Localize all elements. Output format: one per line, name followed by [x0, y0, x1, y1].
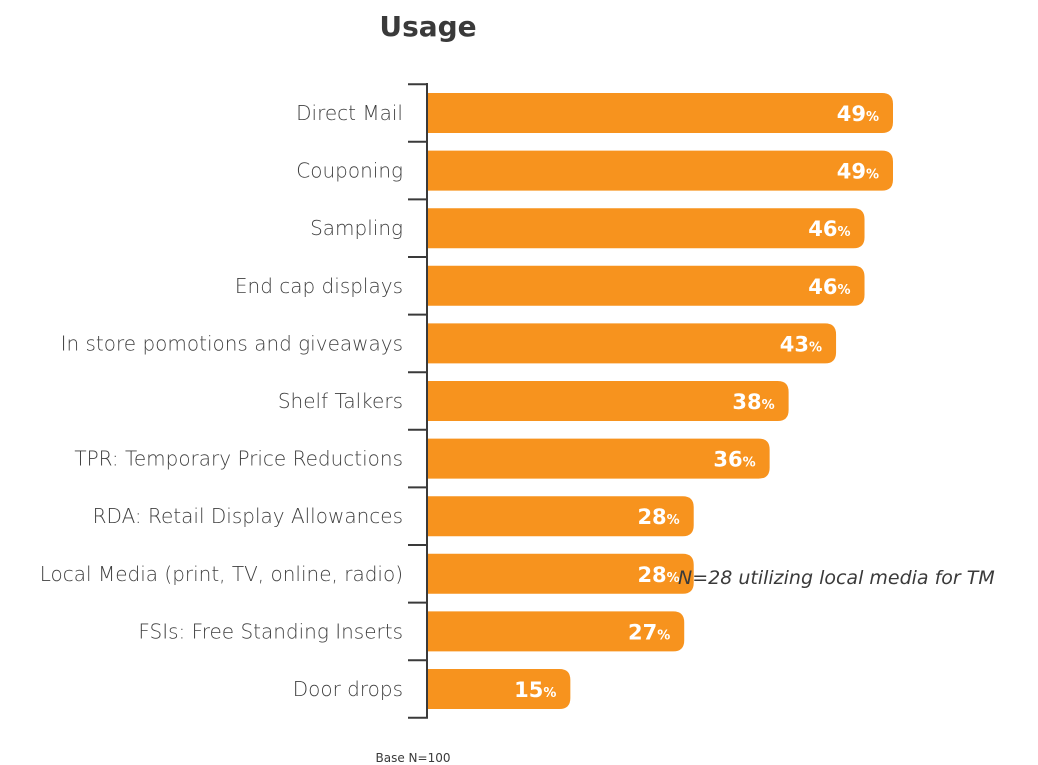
category-label: Shelf Talkers	[278, 389, 403, 413]
category-label: Direct Mail	[296, 101, 403, 125]
local-media-annotation: N=28 utilizing local media for TM	[678, 567, 995, 589]
chart-title: Usage	[379, 10, 476, 43]
bar-value-label: 43%	[780, 332, 822, 356]
category-label: Door drops	[293, 677, 403, 701]
bar-value-label: 28%	[637, 563, 679, 587]
category-label: In store pomotions and giveaways	[61, 331, 403, 355]
bar-value-label: 28%	[637, 505, 679, 529]
category-label: Local Media (print, TV, online, radio)	[40, 562, 403, 586]
category-label: FSIs: Free Standing Inserts	[138, 619, 403, 643]
bar-6	[428, 438, 770, 479]
bar-value-label: 49%	[837, 160, 879, 184]
bar-1	[428, 150, 893, 191]
category-label: Couponing	[296, 159, 403, 183]
bar-7	[428, 496, 694, 537]
bar-value-label: 49%	[837, 102, 879, 126]
bar-10	[428, 669, 571, 709]
bar-2	[428, 208, 865, 249]
category-label: End cap displays	[235, 274, 403, 298]
bar-value-label: 46%	[808, 275, 850, 299]
bar-value-label: 15%	[514, 678, 556, 702]
bars-group: 49% 49% 46% 46% 43% 38% 36% 28% 28% 27% 15%	[428, 93, 893, 709]
bar-5	[428, 381, 789, 421]
bar-value-label: 27%	[628, 620, 670, 644]
category-label: TPR: Temporary Price Reductions	[74, 447, 403, 471]
bar-value-label: 46%	[808, 217, 850, 241]
base-footnote: Base N=100	[376, 751, 451, 765]
category-labels: Direct Mail Couponing Sampling End cap disp…	[40, 101, 403, 701]
category-label: Sampling	[310, 216, 403, 240]
bar-8	[428, 553, 694, 594]
bar-0	[428, 93, 893, 133]
bar-3	[428, 265, 865, 306]
category-label: RDA: Retail Display Allowances	[93, 504, 403, 528]
bar-value-label: 36%	[713, 448, 755, 472]
bar-value-label: 38%	[732, 390, 774, 414]
y-axis-ticks	[408, 83, 428, 719]
bar-9	[428, 611, 685, 652]
bar-4	[428, 323, 837, 364]
